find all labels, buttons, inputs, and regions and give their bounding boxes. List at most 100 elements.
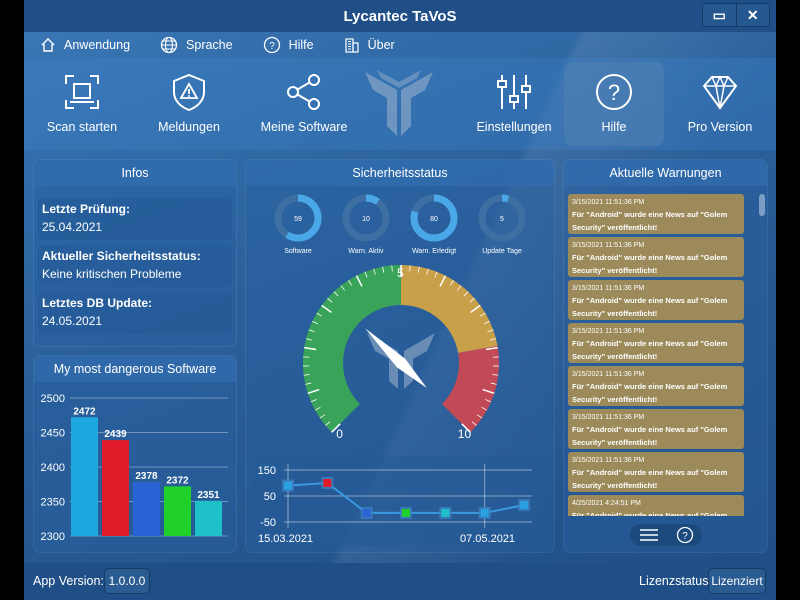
gauge-tick — [333, 291, 339, 297]
toolbar-label: Meldungen — [158, 120, 220, 134]
gauge-tick — [348, 280, 353, 286]
warning-item[interactable]: 3/15/2021 11:51:36 PM Für "Android" wurde… — [568, 237, 744, 277]
app-window: Lycantec TaVoS ▭ ✕ Anwendung Sprache ? H… — [24, 0, 776, 600]
bar-y-tick: 2300 — [41, 531, 65, 543]
mini-gauge-value: 80 — [430, 216, 438, 223]
my-software-button[interactable]: Meine Software — [246, 62, 362, 146]
minimize-button[interactable]: ▭ — [703, 4, 737, 26]
mini-gauge-ring: 5 — [478, 194, 526, 242]
gauge-tick — [463, 291, 469, 297]
ring-fill — [410, 194, 458, 242]
warning-item[interactable]: 3/15/2021 11:51:36 PM Für "Android" wurde… — [568, 366, 744, 406]
home-icon — [41, 38, 55, 52]
mini-gauge-ring: 80 — [410, 194, 458, 242]
sliders-icon — [497, 75, 531, 109]
help-button[interactable]: ? Hilfe — [564, 62, 664, 146]
dangerous-software-chart: 2300 2350 2400 2450 2500 2472 2439 2378 2372 2351 — [41, 393, 228, 543]
security-status-title: Sicherheitsstatus — [246, 160, 554, 186]
ring-fill — [274, 194, 322, 242]
warning-item[interactable]: 3/15/2021 11:51:36 PM Für "Android" wurde… — [568, 409, 744, 449]
gauge-tick — [314, 406, 321, 411]
scan-icon — [65, 75, 99, 109]
settings-button[interactable]: Einstellungen — [456, 62, 572, 146]
bar — [133, 482, 160, 536]
gauge-tick — [471, 421, 477, 426]
dangerous-software-panel: My most dangerous Software 2300 2350 2400 2… — [34, 356, 236, 552]
warning-item[interactable]: 3/15/2021 11:51:36 PM Für "Android" wurde… — [568, 280, 744, 320]
menu-label: Sprache — [186, 38, 233, 52]
gauge-tick — [327, 297, 333, 303]
warning-item[interactable]: 4/25/2021 4:24:51 PM Für "Android" wurde … — [568, 495, 744, 516]
gauge-tick — [449, 280, 454, 286]
toolbar-label: Scan starten — [46, 120, 118, 134]
bar-value-label: 2439 — [104, 429, 127, 440]
line-point — [520, 501, 528, 510]
gauge-tick — [485, 399, 492, 403]
gauge-tick — [307, 388, 320, 394]
line-point — [284, 481, 292, 490]
warning-time: 3/15/2021 11:51:36 PM — [572, 285, 645, 292]
gauge-tick — [310, 399, 317, 403]
warning-time: 3/15/2021 11:51:36 PM — [572, 199, 645, 206]
gauge-tick — [382, 266, 385, 273]
warning-item[interactable]: 3/15/2021 11:51:36 PM Für "Android" wurde… — [568, 194, 744, 234]
globe-icon — [160, 36, 178, 54]
pro-version-button[interactable]: Pro Version — [670, 62, 770, 146]
menu-sprache[interactable]: Sprache — [160, 36, 233, 54]
help-circle-icon: ? — [263, 36, 280, 54]
close-icon: ✕ — [746, 6, 759, 23]
gauge-max-label: 10 — [458, 427, 472, 441]
info-db-update: Letztes DB Update: 24.05.2021 — [38, 292, 232, 334]
menu-anwendung[interactable]: Anwendung — [40, 37, 130, 53]
bar-value-label: 2372 — [166, 475, 189, 486]
window-controls: ▭ ✕ — [702, 3, 770, 27]
gauge-tick — [434, 271, 438, 278]
gauge-tick — [487, 329, 494, 333]
menu-icon[interactable] — [639, 528, 659, 542]
bar — [195, 500, 222, 536]
mini-gauge-ring: 59 — [274, 194, 322, 242]
warnings-controls: ? — [630, 524, 702, 546]
warning-item[interactable]: 3/15/2021 11:51:36 PM Für "Android" wurde… — [568, 323, 744, 363]
title-bar: Lycantec TaVoS ▭ ✕ — [24, 0, 776, 32]
close-button[interactable]: ✕ — [737, 4, 770, 26]
svg-text:?: ? — [269, 41, 275, 52]
gauge-tick — [308, 329, 315, 333]
infos-panel: Infos Letzte Prüfung: 25.04.2021 Aktuell… — [34, 160, 236, 346]
warnings-title: Aktuelle Warnungen — [564, 160, 767, 186]
mini-gauge-ring: 10 — [342, 194, 390, 242]
menu-hilfe[interactable]: ? Hilfe — [263, 36, 314, 54]
warning-item[interactable]: 3/15/2021 11:51:36 PM Für "Android" wurde… — [568, 452, 744, 492]
menu-ueber[interactable]: Über — [344, 37, 395, 53]
mini-gauge-label: Software — [284, 248, 312, 255]
bar-y-tick: 2500 — [41, 393, 65, 405]
line-point — [402, 508, 410, 517]
mini-gauge: 5 Update Tage — [476, 192, 528, 255]
bar-value-label: 2378 — [135, 471, 158, 482]
svg-text:?: ? — [682, 531, 688, 542]
dangerous-software-title: My most dangerous Software — [34, 356, 236, 382]
app-logo — [365, 70, 433, 136]
meldungen-button[interactable]: Meldungen — [139, 62, 239, 146]
warning-text: Für "Android" wurde eine News auf "Golem… — [572, 382, 728, 404]
info-last-check: Letzte Prüfung: 25.04.2021 — [38, 198, 232, 240]
warning-shield-icon — [173, 73, 205, 112]
warnings-scrollbar[interactable] — [759, 194, 765, 216]
gauge-yellow-zone — [401, 265, 498, 353]
toolbar-label: Hilfe — [601, 120, 627, 134]
security-status-panel: Sicherheitsstatus 59 Software 10 Warn. Akti… — [246, 160, 554, 552]
gauge-tick — [305, 338, 312, 341]
warning-time: 3/15/2021 11:51:36 PM — [572, 457, 645, 464]
gauge-tick — [490, 338, 497, 341]
warnings-list: 3/15/2021 11:51:36 PM Für "Android" wurde… — [564, 190, 767, 516]
mini-gauge-label: Update Tage — [482, 248, 522, 255]
line-point — [323, 479, 332, 487]
gauge-needle — [365, 328, 427, 389]
window-title: Lycantec TaVoS — [343, 8, 457, 25]
scan-start-button[interactable]: Scan starten — [32, 62, 132, 146]
history-line-chart: 150 50 -50 15.03.2021 07.05.2021 — [258, 464, 532, 545]
info-value: Keine kritischen Probleme — [42, 267, 182, 281]
help-circle-icon[interactable]: ? — [676, 526, 694, 544]
gauge-tick — [461, 423, 471, 433]
license-status-value: Lizenziert — [708, 568, 766, 594]
